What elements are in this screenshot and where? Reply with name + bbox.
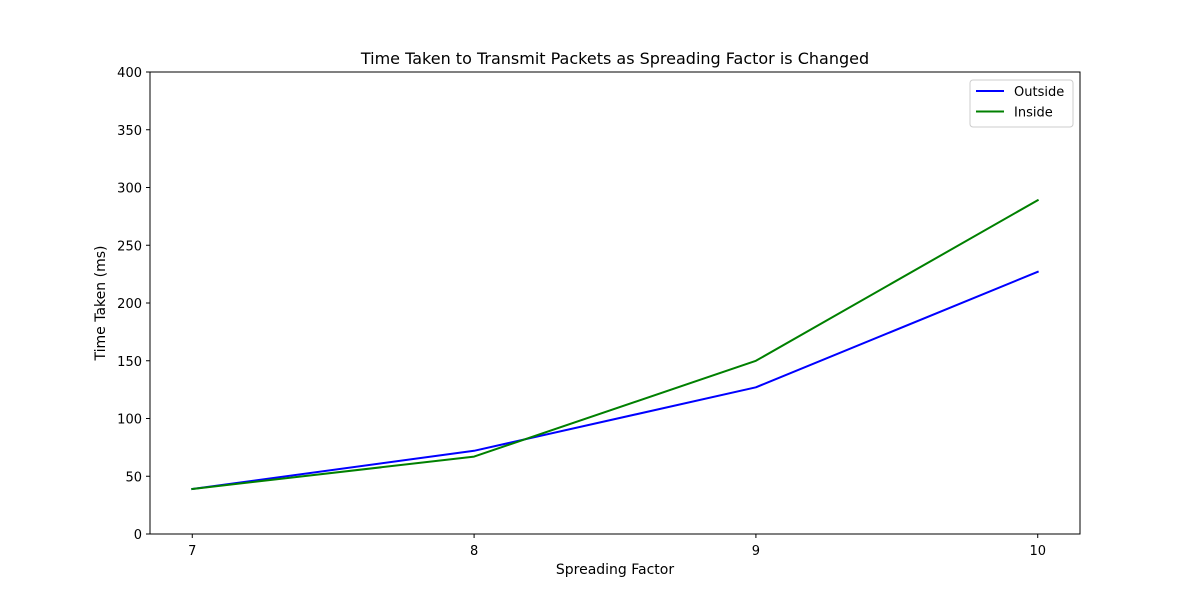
x-axis-label: Spreading Factor bbox=[556, 562, 674, 578]
y-tick-label: 400 bbox=[117, 66, 142, 81]
y-tick-label: 250 bbox=[117, 239, 142, 254]
legend: Outside Inside bbox=[969, 79, 1074, 128]
legend-label-outside: Outside bbox=[1014, 85, 1064, 100]
x-tick-label: 7 bbox=[188, 544, 196, 559]
y-tick-label: 150 bbox=[117, 355, 142, 370]
x-tick-label: 10 bbox=[1029, 544, 1046, 559]
legend-entries: Outside Inside bbox=[976, 85, 1064, 121]
y-tick-label: 50 bbox=[125, 470, 142, 485]
x-tick-label: 9 bbox=[752, 544, 760, 559]
chart-title: Time Taken to Transmit Packets as Spread… bbox=[360, 49, 869, 68]
y-axis-label: Time Taken (ms) bbox=[93, 246, 109, 362]
series-line-inside bbox=[191, 198, 1040, 491]
y-tick-label: 100 bbox=[117, 413, 142, 428]
x-tick-label: 8 bbox=[470, 544, 478, 559]
y-tick-label: 300 bbox=[117, 182, 142, 197]
y-axis-ticks: 0 50 100 150 200 250 300 350 400 bbox=[117, 66, 150, 543]
y-tick-label: 350 bbox=[117, 124, 142, 139]
series-line-outside bbox=[191, 270, 1040, 491]
x-axis-ticks: 7 8 9 10 bbox=[188, 534, 1046, 559]
y-tick-label: 0 bbox=[134, 528, 142, 543]
y-tick-label: 200 bbox=[117, 297, 142, 312]
series-layer bbox=[191, 198, 1040, 491]
legend-label-inside: Inside bbox=[1014, 106, 1053, 121]
